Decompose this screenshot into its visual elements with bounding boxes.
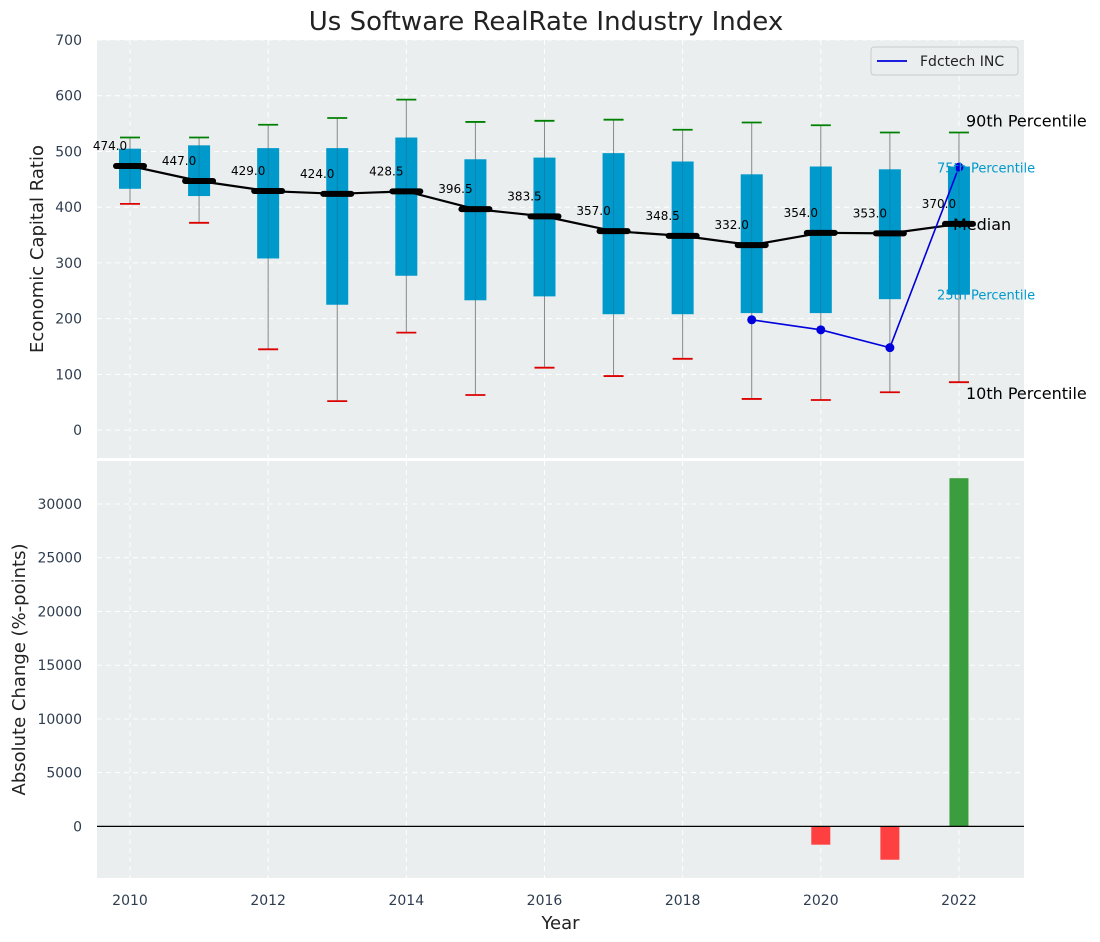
x-tick-label: 2022 [941, 893, 977, 909]
change-bar-background [97, 461, 1024, 878]
y-tick-label: 20000 [37, 604, 82, 620]
company-point [885, 343, 895, 353]
y-tick-label: 400 [55, 200, 82, 216]
median-value-label: 357.0 [576, 204, 610, 218]
company-point [954, 162, 964, 172]
y-tick-label: 200 [55, 312, 82, 328]
box-plot-y-ticks: 0 100 200 300 400 500 600 700 [55, 33, 82, 439]
median-value-label: 396.5 [438, 182, 472, 196]
p75-annotation: 75th Percentile [937, 162, 1035, 177]
y-tick-label: 15000 [37, 658, 82, 674]
company-series [747, 162, 964, 353]
change-bar [811, 826, 831, 845]
x-tick-label: 2014 [388, 893, 424, 909]
x-axis-label: Year [540, 913, 580, 934]
legend: Fdctech INC [870, 46, 1019, 76]
company-point [816, 325, 826, 335]
change-bar [880, 826, 900, 860]
y-tick-label: 100 [55, 367, 82, 383]
median-trend: 474.0 447.0 429.0 424.0 428.5 396.5 383.5 357.0… [93, 139, 976, 249]
y-tick-label: 0 [73, 423, 82, 439]
median-value-label: 354.0 [784, 206, 818, 220]
y-tick-label: 25000 [37, 551, 82, 567]
median-value-label: 428.5 [369, 164, 403, 178]
legend-label: Fdctech INC [920, 54, 1004, 70]
y-tick-label: 5000 [46, 766, 82, 782]
median-value-label: 370.0 [922, 197, 956, 211]
median-annotation: Median [953, 215, 1011, 234]
box-plot-y-axis-label: Economic Capital Ratio [27, 145, 48, 353]
change-bars [97, 478, 1024, 860]
company-line [751, 166, 960, 349]
y-tick-label: 600 [55, 89, 82, 105]
x-tick-label: 2012 [250, 893, 286, 909]
x-axis-ticks: 2010 2012 2014 2016 2018 2020 2022 [112, 893, 977, 909]
x-tick-label: 2018 [665, 893, 701, 909]
company-point [747, 315, 757, 325]
y-tick-label: 300 [55, 256, 82, 272]
median-value-label: 348.5 [645, 209, 679, 223]
median-value-label: 332.0 [715, 218, 749, 232]
change-bar [949, 478, 969, 827]
box-plot-series [119, 98, 970, 403]
median-value-label: 429.0 [231, 164, 265, 178]
x-tick-label: 2016 [527, 893, 563, 909]
percentile-annotations: 90th Percentile 75th Percentile Median 2… [937, 112, 1087, 404]
median-value-label: 424.0 [300, 167, 334, 181]
median-value-label: 353.0 [853, 206, 887, 220]
x-tick-label: 2010 [112, 893, 148, 909]
box-plot-background [97, 40, 1024, 458]
change-bar-y-axis-label: Absolute Change (%-points) [9, 544, 30, 796]
median-value-label: 447.0 [162, 154, 196, 168]
legend-frame [870, 46, 1019, 76]
p10-annotation: 10th Percentile [966, 384, 1087, 403]
y-tick-label: 700 [55, 33, 82, 49]
y-tick-label: 0 [73, 819, 82, 835]
y-tick-label: 500 [55, 144, 82, 160]
p25-annotation: 25th Percentile [937, 289, 1035, 304]
median-value-label: 383.5 [507, 189, 541, 203]
y-tick-label: 10000 [37, 712, 82, 728]
x-tick-label: 2020 [803, 893, 839, 909]
change-bar-y-ticks: 0 5000 10000 15000 20000 25000 30000 [37, 497, 82, 835]
median-value-label: 474.0 [93, 139, 127, 153]
y-tick-label: 30000 [37, 497, 82, 513]
chart-title: Us Software RealRate Industry Index [309, 7, 783, 37]
box-plot-panel: 0 100 200 300 400 500 600 700 Economic Capital … [27, 33, 1087, 458]
p90-annotation: 90th Percentile [966, 112, 1087, 131]
